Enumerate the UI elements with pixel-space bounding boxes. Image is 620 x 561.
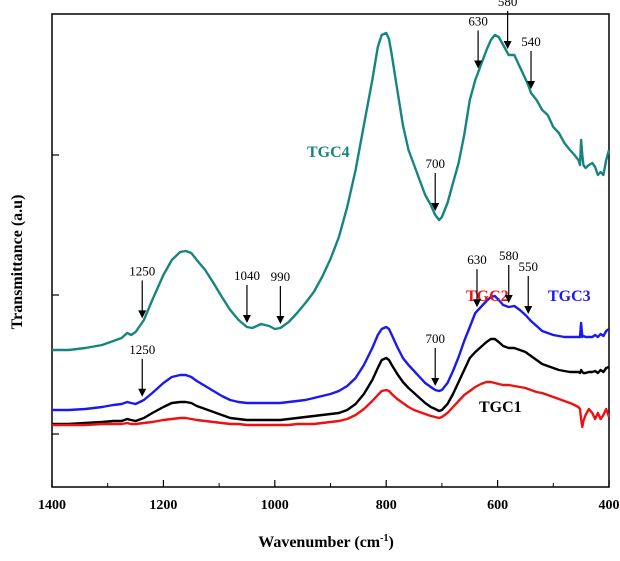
plot-frame bbox=[51, 13, 610, 488]
annotation-label-6: 990 bbox=[271, 269, 291, 284]
x-tick-label-1200: 1200 bbox=[149, 498, 177, 513]
series-line-tgc4 bbox=[52, 31, 611, 352]
annotation-label-3: 700 bbox=[425, 156, 445, 171]
annotation-arrowhead-4 bbox=[138, 310, 147, 319]
annotation-label-5: 1040 bbox=[234, 268, 260, 283]
series-line-tgc2 bbox=[52, 380, 611, 429]
annotation-label-11: 1250 bbox=[129, 342, 155, 357]
annotation-label-9: 550 bbox=[518, 259, 538, 274]
y-axis-title: Transmittance (a.u) bbox=[9, 195, 26, 330]
x-tick-label-400: 400 bbox=[599, 498, 620, 513]
annotation-arrowhead-6 bbox=[276, 316, 285, 324]
x-tick-label-1000: 1000 bbox=[261, 498, 289, 513]
annotation-arrowhead-10 bbox=[431, 378, 440, 386]
x-tick-label-800: 800 bbox=[376, 498, 397, 513]
series-label-tgc3: TGC3 bbox=[548, 288, 591, 305]
series-label-tgc4: TGC4 bbox=[307, 144, 350, 161]
annotation-label-0: 630 bbox=[468, 14, 488, 29]
annotation-label-1: 580 bbox=[498, 0, 518, 9]
annotation-arrowhead-7 bbox=[472, 299, 481, 308]
series-label-tgc2: TGC2 bbox=[466, 288, 509, 305]
annotation-arrowhead-1 bbox=[503, 41, 512, 49]
annotation-arrowhead-8 bbox=[504, 295, 513, 303]
annotation-label-8: 580 bbox=[499, 248, 519, 263]
annotation-arrowhead-5 bbox=[242, 315, 251, 323]
annotation-arrowhead-9 bbox=[524, 306, 533, 314]
annotation-arrowhead-2 bbox=[527, 81, 536, 89]
series-line-tgc3 bbox=[52, 294, 610, 412]
annotation-label-10: 700 bbox=[425, 331, 445, 346]
annotation-label-4: 1250 bbox=[129, 263, 155, 278]
annotation-label-7: 630 bbox=[467, 252, 487, 267]
x-tick-label-1400: 1400 bbox=[38, 498, 66, 513]
annotation-arrowhead-3 bbox=[431, 203, 440, 211]
x-axis-title: Wavenumber (cm-1) bbox=[258, 533, 394, 551]
series-label-tgc1: TGC1 bbox=[479, 399, 522, 416]
annotation-arrowhead-11 bbox=[138, 388, 147, 397]
annotation-arrowhead-0 bbox=[474, 60, 483, 69]
x-tick-label-600: 600 bbox=[487, 498, 508, 513]
series-line-tgc1 bbox=[52, 337, 610, 426]
annotation-label-2: 540 bbox=[521, 34, 541, 49]
